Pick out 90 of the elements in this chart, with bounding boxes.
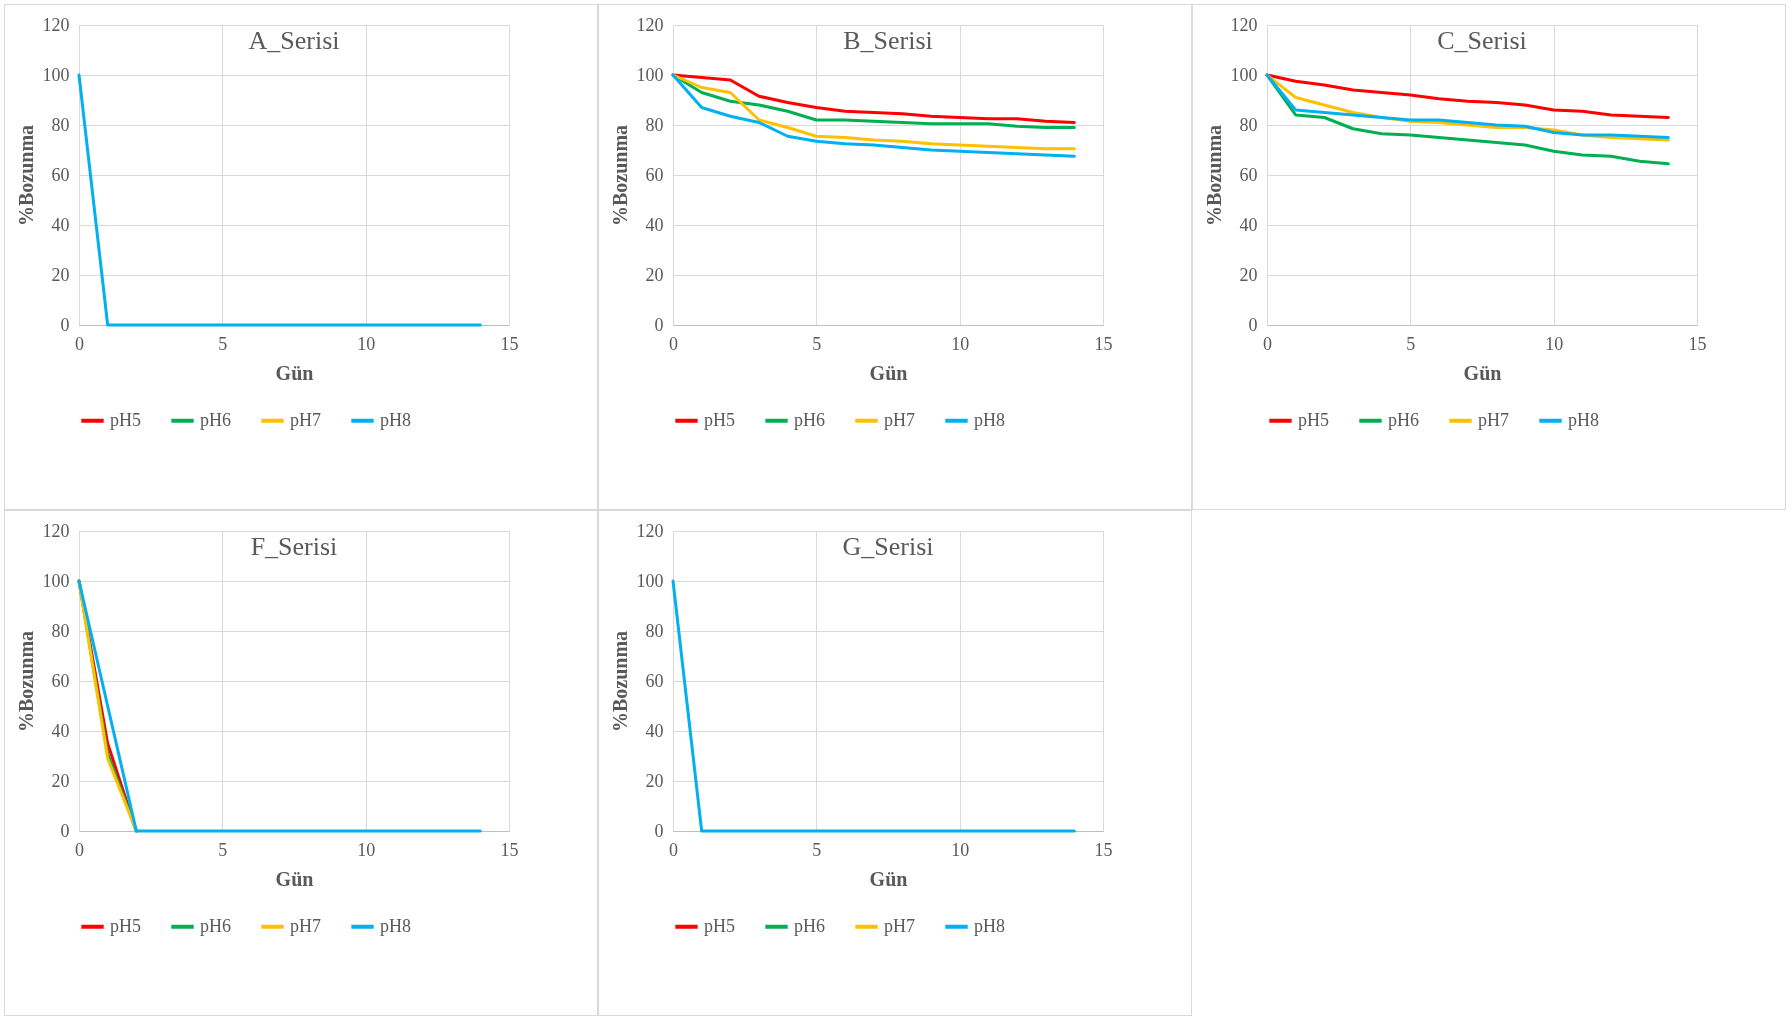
y-tick-label: 80	[51, 114, 70, 135]
y-tick-label: 100	[1230, 64, 1258, 85]
y-tick-label: 120	[1230, 14, 1258, 35]
legend-label: pH7	[290, 915, 321, 936]
y-tick-label: 80	[1239, 114, 1258, 135]
x-tick-label: 0	[1263, 333, 1272, 354]
y-tick-label: 80	[645, 114, 664, 135]
y-axis-title: %Bozunma	[608, 124, 631, 227]
y-tick-label: 0	[60, 314, 70, 335]
x-tick-label: 15	[500, 333, 519, 354]
x-tick-label: 0	[669, 333, 678, 354]
legend-label: pH5	[110, 409, 141, 430]
chart-title: B_Serisi	[843, 26, 933, 55]
x-axis-title: Gün	[275, 867, 314, 890]
y-tick-label: 0	[654, 314, 664, 335]
y-axis-title: %Bozunma	[608, 630, 631, 733]
legend-label: pH6	[1388, 409, 1419, 430]
y-tick-label: 40	[1239, 214, 1258, 235]
legend-label: pH7	[290, 409, 321, 430]
legend-label: pH5	[704, 409, 735, 430]
y-tick-label: 40	[51, 720, 70, 741]
x-axis-title: Gün	[275, 361, 314, 384]
chart-title: G_Serisi	[842, 532, 934, 561]
x-axis-title: Gün	[1463, 361, 1502, 384]
x-tick-label: 0	[669, 839, 678, 860]
y-tick-label: 60	[51, 670, 70, 691]
x-tick-label: 5	[812, 839, 822, 860]
y-tick-label: 20	[1239, 264, 1258, 285]
y-axis-title: %Bozunma	[14, 630, 37, 733]
y-tick-label: 100	[636, 64, 664, 85]
legend-label: pH7	[884, 915, 915, 936]
y-tick-label: 40	[51, 214, 70, 235]
x-axis-title: Gün	[869, 867, 908, 890]
x-tick-label: 5	[218, 839, 228, 860]
legend-label: pH6	[200, 409, 231, 430]
x-tick-label: 15	[1094, 839, 1113, 860]
x-tick-label: 15	[500, 839, 519, 860]
y-tick-label: 0	[654, 820, 664, 841]
y-axis-title: %Bozunma	[1202, 124, 1225, 227]
y-axis-title: %Bozunma	[14, 124, 37, 227]
x-tick-label: 5	[1406, 333, 1416, 354]
y-tick-label: 60	[645, 670, 664, 691]
y-tick-label: 100	[42, 64, 70, 85]
legend-label: pH5	[1298, 409, 1329, 430]
y-tick-label: 20	[51, 770, 70, 791]
legend-label: pH5	[704, 915, 735, 936]
x-tick-label: 5	[218, 333, 228, 354]
x-tick-label: 15	[1094, 333, 1113, 354]
legend-label: pH8	[380, 915, 411, 936]
y-tick-label: 120	[42, 520, 70, 541]
legend-label: pH6	[794, 915, 825, 936]
chart-title: F_Serisi	[250, 532, 338, 561]
legend-label: pH7	[1478, 409, 1509, 430]
legend-label: pH8	[974, 915, 1005, 936]
x-tick-label: 10	[357, 839, 376, 860]
y-tick-label: 40	[645, 720, 664, 741]
y-tick-label: 100	[636, 570, 664, 591]
y-tick-label: 100	[42, 570, 70, 591]
y-tick-label: 20	[51, 264, 70, 285]
y-tick-label: 60	[1239, 164, 1258, 185]
y-tick-label: 60	[51, 164, 70, 185]
legend-label: pH5	[110, 915, 141, 936]
legend-label: pH8	[380, 409, 411, 430]
legend-label: pH6	[794, 409, 825, 430]
legend-label: pH8	[1568, 409, 1599, 430]
legend-label: pH7	[884, 409, 915, 430]
y-tick-label: 120	[636, 520, 664, 541]
x-tick-label: 5	[812, 333, 822, 354]
legend-label: pH6	[200, 915, 231, 936]
x-axis-title: Gün	[869, 361, 908, 384]
legend-label: pH8	[974, 409, 1005, 430]
y-tick-label: 40	[645, 214, 664, 235]
x-tick-label: 10	[357, 333, 376, 354]
x-tick-label: 0	[75, 839, 84, 860]
x-tick-label: 10	[1545, 333, 1564, 354]
y-tick-label: 60	[645, 164, 664, 185]
y-tick-label: 120	[42, 14, 70, 35]
y-tick-label: 80	[51, 620, 70, 641]
y-tick-label: 80	[645, 620, 664, 641]
chart-title: A_Serisi	[248, 26, 340, 55]
y-tick-label: 120	[636, 14, 664, 35]
y-tick-label: 20	[645, 770, 664, 791]
x-tick-label: 10	[951, 333, 970, 354]
y-tick-label: 0	[60, 820, 70, 841]
x-tick-label: 10	[951, 839, 970, 860]
y-tick-label: 20	[645, 264, 664, 285]
x-tick-label: 0	[75, 333, 84, 354]
x-tick-label: 15	[1688, 333, 1707, 354]
chart-title: C_Serisi	[1437, 26, 1527, 55]
y-tick-label: 0	[1248, 314, 1258, 335]
